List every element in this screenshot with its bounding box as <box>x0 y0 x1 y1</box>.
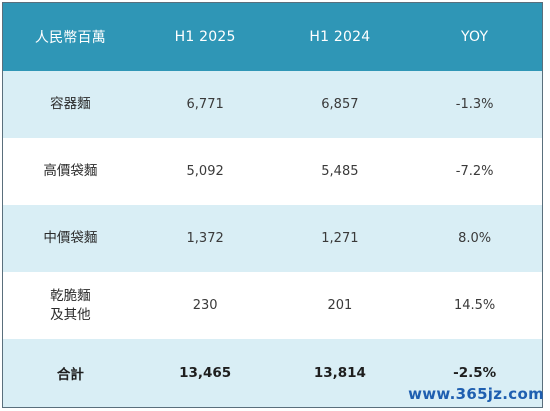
watermark-text: www.365jz.com <box>408 385 544 403</box>
table-row: 高價袋麵 5,092 5,485 -7.2% <box>3 138 542 205</box>
total-yoy: -2.5% <box>407 339 542 407</box>
total-h1-2025: 13,465 <box>137 339 273 407</box>
table-row: 中價袋麵 1,372 1,271 8.0% <box>3 205 542 272</box>
header-yoy: YOY <box>407 3 542 71</box>
row-h1-2024: 5,485 <box>272 138 408 205</box>
row-yoy: -7.2% <box>407 138 542 205</box>
row-h1-2025: 230 <box>137 272 273 339</box>
header-unit: 人民幣百萬 <box>3 3 138 71</box>
row-yoy: -1.3% <box>407 71 542 138</box>
table-row: 乾脆麵 及其他 230 201 14.5% <box>3 272 542 339</box>
row-category: 乾脆麵 及其他 <box>3 272 138 339</box>
row-h1-2025: 6,771 <box>137 71 273 138</box>
row-h1-2024: 1,271 <box>272 205 408 272</box>
row-yoy: 8.0% <box>407 205 542 272</box>
row-category: 中價袋麵 <box>3 205 138 272</box>
row-yoy: 14.5% <box>407 272 542 339</box>
row-category: 高價袋麵 <box>3 138 138 205</box>
total-label: 合計 <box>3 339 138 407</box>
total-row: 合計 13,465 13,814 -2.5% <box>3 339 542 407</box>
financial-table: 人民幣百萬 H1 2025 H1 2024 YOY 容器麵 6,771 6,85… <box>2 2 543 408</box>
row-category: 容器麵 <box>3 71 138 138</box>
header-h1-2024: H1 2024 <box>272 3 408 71</box>
revenue-table: 人民幣百萬 H1 2025 H1 2024 YOY 容器麵 6,771 6,85… <box>3 3 542 407</box>
row-h1-2024: 6,857 <box>272 71 408 138</box>
header-row: 人民幣百萬 H1 2025 H1 2024 YOY <box>3 3 542 71</box>
row-h1-2025: 1,372 <box>137 205 273 272</box>
row-h1-2025: 5,092 <box>137 138 273 205</box>
header-h1-2025: H1 2025 <box>137 3 273 71</box>
table-row: 容器麵 6,771 6,857 -1.3% <box>3 71 542 138</box>
total-h1-2024: 13,814 <box>272 339 408 407</box>
row-h1-2024: 201 <box>272 272 408 339</box>
